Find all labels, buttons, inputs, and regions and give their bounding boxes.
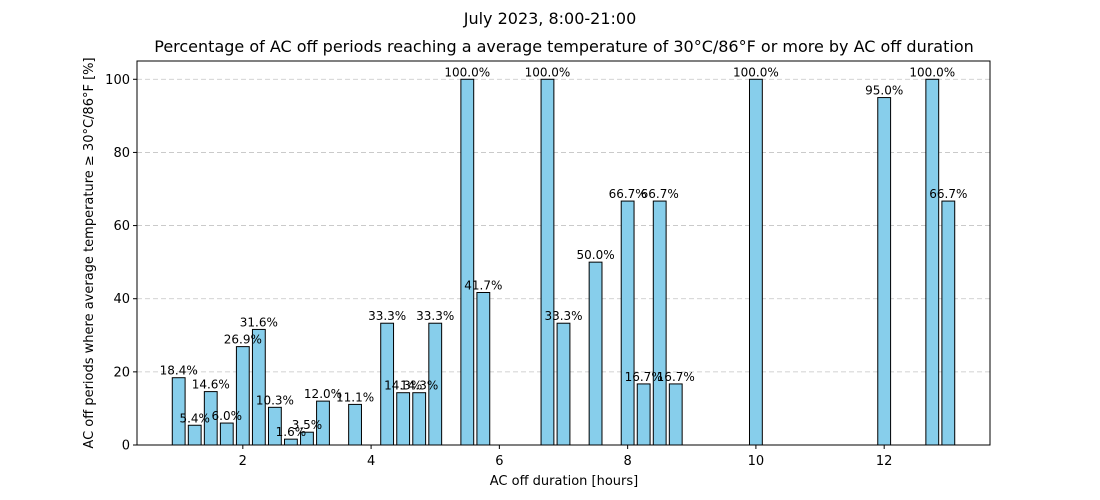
bar-value-label: 100.0% (444, 65, 490, 79)
y-axis-ticks: 0 20 40 60 80 100 (105, 73, 137, 454)
bar-value-label: 33.3% (368, 309, 406, 323)
bar-value-label: 41.7% (464, 278, 502, 292)
bar (251, 328, 266, 446)
bar (636, 383, 651, 446)
y-tick-label: 100 (105, 73, 130, 88)
bar-value-label: 66.7% (641, 187, 679, 201)
bar (941, 200, 956, 446)
y-tick-label: 20 (113, 365, 130, 380)
bar (348, 403, 362, 446)
bar-value-label: 31.6% (240, 315, 278, 329)
y-tick-label: 80 (113, 146, 130, 161)
plot-frame (136, 60, 991, 446)
bar-value-label: 6.0% (212, 409, 243, 423)
bar-value-label: 16.7% (625, 370, 663, 384)
y-axis-label: AC off periods where average temperature… (82, 57, 97, 448)
chart-title: Percentage of AC off periods reaching a … (154, 37, 974, 56)
y-tick-label: 60 (113, 219, 130, 234)
bar-value-label: 66.7% (609, 187, 647, 201)
bar (877, 97, 892, 446)
bar-value-label: 33.3% (544, 309, 582, 323)
bar (187, 424, 202, 446)
bar (284, 438, 298, 446)
bar (925, 78, 940, 446)
x-tick-label: 10 (748, 454, 765, 469)
bar-value-label: 3.5% (292, 418, 323, 432)
bar (652, 200, 667, 446)
bar (219, 422, 234, 446)
bar-value-label: 5.4% (179, 411, 210, 425)
bar-value-label: 100.0% (909, 65, 955, 79)
bar-value-label: 1.6% (276, 425, 307, 439)
y-tick-label: 0 (122, 439, 130, 454)
y-tick-label: 40 (113, 292, 130, 307)
bar (412, 392, 427, 446)
bar-value-label: 10.3% (256, 393, 294, 407)
bar (460, 78, 475, 446)
x-tick-label: 4 (367, 454, 375, 469)
bar (540, 78, 555, 446)
bar (476, 291, 491, 446)
bar-value-label: 16.7% (657, 370, 695, 384)
x-tick-label: 12 (876, 454, 893, 469)
bar (396, 392, 411, 446)
bar-value-label: 95.0% (865, 84, 903, 98)
bar-value-label: 26.9% (224, 333, 262, 347)
x-axis-ticks: 2 4 6 8 10 12 (239, 445, 893, 469)
chart-suptitle: July 2023, 8:00-21:00 (463, 9, 637, 28)
bar (668, 383, 683, 446)
x-tick-label: 2 (239, 454, 247, 469)
bar (620, 200, 635, 446)
bar (748, 78, 763, 446)
x-axis-label: AC off duration [hours] (490, 474, 638, 489)
bar-value-label: 100.0% (525, 65, 571, 79)
bar-value-label: 11.1% (336, 390, 374, 404)
data-labels: 18.4% 5.4% 14.6% 6.0% 26.9% 31.6% 10.3% 1.6%3.5… (160, 65, 968, 439)
bar-value-label: 100.0% (733, 65, 779, 79)
bar (556, 322, 571, 446)
bar-value-label: 14.6% (192, 378, 230, 392)
bar-value-label: 33.3% (416, 309, 454, 323)
bar-value-label: 12.0% (304, 387, 342, 401)
x-tick-label: 6 (495, 454, 503, 469)
bar-value-label: 66.7% (929, 187, 967, 201)
bar-value-label: 50.0% (577, 248, 615, 262)
bar (588, 261, 603, 446)
bars (171, 78, 956, 446)
bar (235, 346, 250, 446)
x-tick-label: 8 (623, 454, 631, 469)
bar-value-label: 14.3% (384, 379, 422, 393)
bar-value-label: 18.4% (160, 364, 198, 378)
bar-value-label: 14.3% (400, 379, 438, 393)
